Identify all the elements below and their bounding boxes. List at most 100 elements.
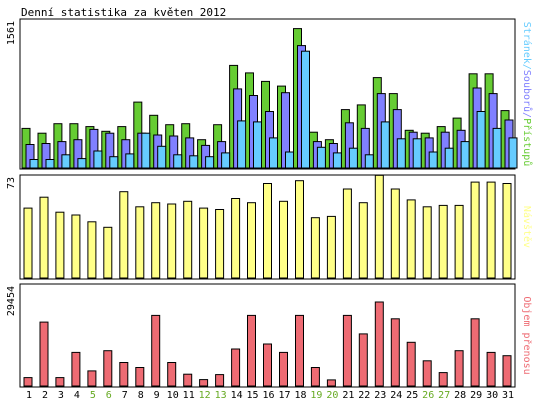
bar-str-nek-day-7 bbox=[125, 153, 135, 169]
bar-str-nek-day-22 bbox=[364, 154, 374, 169]
bar-visits-day-11 bbox=[183, 200, 193, 279]
bar-str-nek-day-30 bbox=[492, 127, 502, 169]
bar-volume-day-10 bbox=[167, 362, 177, 387]
bar-volume-day-5 bbox=[87, 370, 97, 387]
bar-volume-day-15 bbox=[247, 314, 256, 387]
bar-volume-day-30 bbox=[486, 351, 496, 387]
x-tick-label-day-14: 14 bbox=[231, 390, 243, 401]
x-tick-label-day-26: 26 bbox=[422, 390, 434, 401]
bar-str-nek-day-21 bbox=[348, 147, 358, 169]
bar-str-nek-day-19 bbox=[316, 146, 326, 169]
bar-visits-day-27 bbox=[438, 204, 448, 279]
bar-visits-day-31 bbox=[502, 183, 512, 279]
bar-volume-day-25 bbox=[406, 341, 416, 387]
x-tick-label-day-7: 7 bbox=[122, 390, 128, 401]
bar-str-nek-day-26 bbox=[428, 151, 438, 169]
bar-visits-day-15 bbox=[247, 202, 256, 279]
bar-visits-day-4 bbox=[71, 214, 81, 279]
x-tick-label-day-30: 30 bbox=[486, 390, 498, 401]
bar-volume-day-12 bbox=[199, 379, 209, 387]
bar-str-nek-day-9 bbox=[157, 145, 167, 169]
bar-visits-day-22 bbox=[358, 202, 368, 279]
panel-2-ylabel: Návštěv bbox=[521, 206, 533, 248]
bar-str-nek-day-14 bbox=[237, 120, 247, 169]
bar-volume-day-1 bbox=[23, 377, 33, 387]
panel-frame-2 bbox=[19, 174, 516, 280]
x-tick-label-day-24: 24 bbox=[390, 390, 402, 401]
bar-str-nek-day-15 bbox=[253, 121, 262, 169]
bar-visits-day-25 bbox=[406, 199, 416, 279]
bar-visits-day-26 bbox=[422, 206, 432, 279]
x-tick-label-day-6: 6 bbox=[106, 390, 112, 401]
x-tick-label-day-21: 21 bbox=[342, 390, 354, 401]
bar-volume-day-11 bbox=[183, 373, 193, 387]
bar-volume-day-22 bbox=[358, 333, 368, 387]
bar-visits-day-17 bbox=[279, 200, 288, 279]
bar-volume-day-20 bbox=[326, 379, 336, 387]
x-tick-label-day-16: 16 bbox=[262, 390, 274, 401]
bar-volume-day-16 bbox=[263, 343, 272, 387]
bar-volume-day-6 bbox=[103, 350, 113, 387]
bar-str-nek-day-12 bbox=[205, 156, 215, 169]
bar-volume-day-28 bbox=[454, 350, 464, 387]
x-tick-label-day-13: 13 bbox=[215, 390, 227, 401]
bar-str-nek-day-17 bbox=[285, 151, 294, 169]
bar-volume-day-23 bbox=[374, 301, 384, 387]
bar-str-nek-day-1 bbox=[29, 159, 39, 169]
bar-str-nek-day-20 bbox=[332, 152, 342, 169]
bar-visits-day-28 bbox=[454, 204, 464, 279]
bar-volume-day-21 bbox=[342, 314, 352, 387]
panel-1-ylabel-part-3: Přístupů bbox=[521, 118, 533, 166]
bar-str-nek-day-3 bbox=[61, 154, 71, 169]
bar-str-nek-day-16 bbox=[269, 137, 278, 169]
bar-volume-day-31 bbox=[502, 355, 512, 387]
bar-volume-day-8 bbox=[135, 367, 145, 387]
bar-visits-day-12 bbox=[199, 207, 209, 279]
bar-str-nek-day-10 bbox=[173, 154, 183, 169]
x-tick-label-day-10: 10 bbox=[167, 390, 179, 401]
x-tick-label-day-20: 20 bbox=[326, 390, 338, 401]
bar-str-nek-day-5 bbox=[93, 150, 103, 169]
x-tick-label-day-5: 5 bbox=[90, 390, 96, 401]
x-tick-label-day-27: 27 bbox=[438, 390, 450, 401]
bar-visits-day-2 bbox=[39, 196, 49, 279]
panel-1-ylabel-part-2: Souborů/ bbox=[521, 70, 533, 118]
bar-str-nek-day-4 bbox=[77, 158, 87, 169]
bar-visits-day-18 bbox=[295, 180, 304, 279]
panel-1-ylabel-part-1: Stránek/ bbox=[521, 22, 533, 70]
panel-3-ylabel: Objem přenosu bbox=[521, 296, 533, 374]
bar-volume-day-26 bbox=[422, 360, 432, 387]
chart-title: Denní statistika za květen 2012 bbox=[21, 6, 226, 19]
bar-str-nek-day-24 bbox=[396, 138, 406, 169]
x-tick-label-day-12: 12 bbox=[199, 390, 211, 401]
bar-volume-day-17 bbox=[279, 351, 288, 387]
x-tick-label-day-17: 17 bbox=[278, 390, 290, 401]
bar-volume-day-7 bbox=[119, 362, 129, 387]
bar-visits-day-16 bbox=[263, 183, 272, 279]
bar-str-nek-day-11 bbox=[189, 155, 199, 169]
bar-volume-day-18 bbox=[295, 314, 304, 387]
bar-visits-day-10 bbox=[167, 203, 177, 279]
bar-volume-day-9 bbox=[151, 314, 161, 387]
bar-visits-day-3 bbox=[55, 211, 65, 279]
bar-str-nek-day-18 bbox=[301, 50, 310, 169]
bar-visits-day-13 bbox=[215, 209, 225, 279]
bar-visits-day-5 bbox=[87, 221, 97, 279]
bar-visits-day-1 bbox=[23, 207, 33, 279]
x-tick-label-day-23: 23 bbox=[374, 390, 386, 401]
panel-1-ylabel: Stránek/Souborů/Přístupů bbox=[521, 22, 533, 167]
x-tick-label-day-31: 31 bbox=[502, 390, 514, 401]
bar-volume-day-2 bbox=[39, 321, 49, 387]
bar-visits-day-19 bbox=[310, 217, 320, 279]
bar-str-nek-day-23 bbox=[380, 121, 390, 169]
bar-str-nek-day-29 bbox=[476, 111, 486, 169]
x-tick-label-day-11: 11 bbox=[183, 390, 195, 401]
x-tick-label-day-8: 8 bbox=[138, 390, 144, 401]
panel-3-ymax-label: 29454 bbox=[6, 286, 17, 316]
x-tick-label-day-4: 4 bbox=[74, 390, 80, 401]
bar-volume-day-27 bbox=[438, 372, 448, 387]
bar-volume-day-13 bbox=[215, 374, 225, 387]
x-tick-label-day-9: 9 bbox=[154, 390, 160, 401]
bar-visits-day-9 bbox=[151, 202, 161, 279]
bar-visits-day-29 bbox=[470, 181, 480, 279]
